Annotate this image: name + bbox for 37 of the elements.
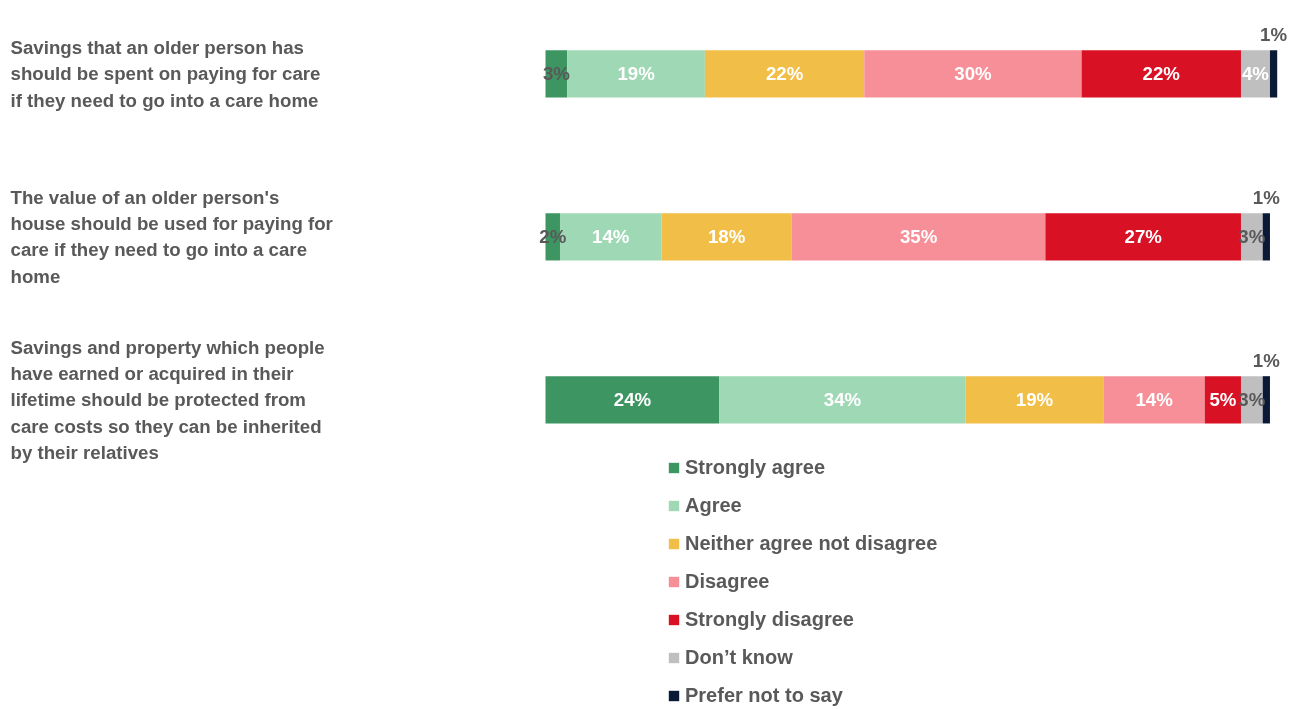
legend-label: Disagree bbox=[685, 568, 770, 594]
bar bbox=[719, 376, 966, 424]
bar bbox=[545, 376, 720, 424]
data-label: 22% bbox=[765, 63, 804, 85]
y-tick-label: Savings and property which people have earned or acquired in their lifetime should be protected from care costs so they can be inherited by their relatives bbox=[10, 336, 325, 463]
data-label: 1% bbox=[1252, 187, 1281, 209]
data-label: 4% bbox=[1241, 63, 1270, 85]
data-label: 34% bbox=[823, 389, 862, 411]
bar bbox=[661, 213, 792, 261]
data-label: 27% bbox=[1124, 226, 1163, 248]
legend-label: Prefer not to say bbox=[685, 682, 843, 708]
bar bbox=[864, 50, 1082, 98]
y-tick-label: The value of an older person's house should be used for paying for care if they need to go into a care home bbox=[10, 186, 333, 287]
data-label: 1% bbox=[1252, 350, 1281, 372]
data-label: 30% bbox=[954, 63, 993, 85]
bar bbox=[965, 376, 1104, 424]
bar bbox=[1269, 50, 1278, 98]
data-label: 14% bbox=[592, 226, 630, 248]
bar bbox=[791, 213, 1046, 261]
legend-label: Agree bbox=[685, 492, 742, 518]
data-label: 19% bbox=[1015, 389, 1054, 411]
bar bbox=[704, 50, 865, 98]
legend-label: Strongly agree bbox=[685, 454, 826, 480]
data-label: 1% bbox=[1260, 24, 1288, 46]
data-label: 22% bbox=[1142, 63, 1181, 85]
bar bbox=[1081, 50, 1241, 98]
legend-label: Don’t know bbox=[685, 644, 793, 670]
data-label: 24% bbox=[613, 389, 652, 411]
data-label: 14% bbox=[1135, 389, 1174, 411]
y-tick-label: Savings that an older person has should be spent on paying for care if they need to go into a care home bbox=[10, 37, 321, 111]
bar bbox=[1103, 376, 1205, 424]
data-label: 18% bbox=[707, 226, 746, 248]
data-label: 35% bbox=[899, 226, 938, 248]
legend-label: Neither agree not disagree bbox=[685, 530, 938, 556]
data-label: 5% bbox=[1209, 389, 1237, 411]
data-label: 19% bbox=[617, 63, 656, 85]
legend-label: Strongly disagree bbox=[685, 606, 854, 632]
